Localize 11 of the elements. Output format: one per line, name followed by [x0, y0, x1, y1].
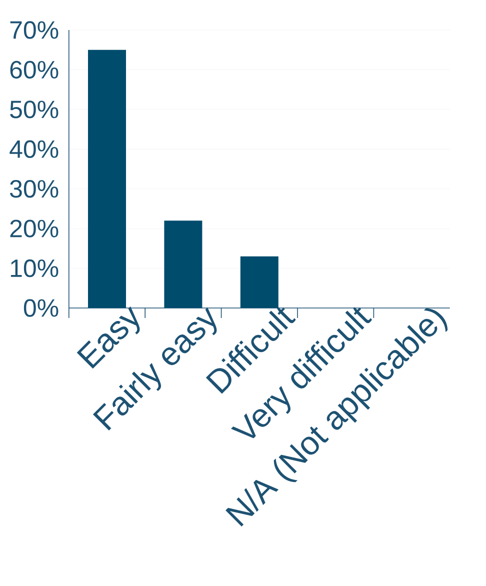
y-tick-label: 60% — [10, 60, 58, 79]
bar — [240, 256, 278, 308]
bar — [164, 220, 202, 308]
y-tick-label: 20% — [10, 220, 58, 238]
bar — [88, 50, 126, 308]
y-tick-label: 40% — [10, 140, 58, 158]
y-tick-label: 50% — [10, 100, 58, 118]
y-tick-label: 70% — [10, 21, 58, 39]
y-tick-label: 30% — [10, 180, 58, 198]
y-tick-label: 10% — [10, 259, 58, 278]
y-tick-label: 0% — [24, 299, 58, 317]
